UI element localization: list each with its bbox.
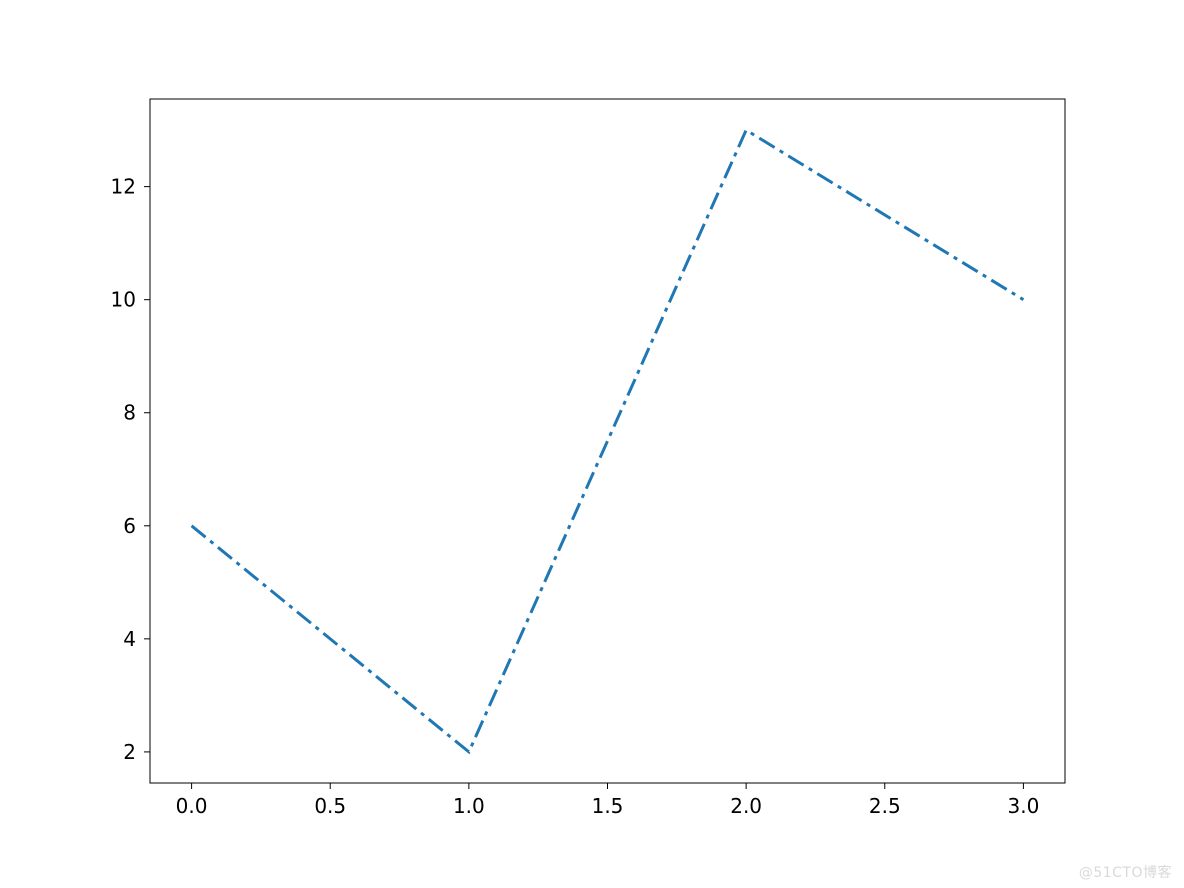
y-tick-label: 2 bbox=[123, 740, 136, 764]
x-tick-label: 2.0 bbox=[730, 794, 762, 818]
x-tick-label: 0.0 bbox=[176, 794, 208, 818]
line-chart: 0.0 0.5 1.0 1.5 2.0 2.5 3.0 2 4 6 8 10 12 bbox=[0, 0, 1184, 888]
line-series-1 bbox=[192, 130, 1024, 752]
y-tick-label: 12 bbox=[111, 175, 136, 199]
y-tick-label: 8 bbox=[123, 401, 136, 425]
x-tick-label: 2.5 bbox=[869, 794, 901, 818]
watermark: @51CTO博客 bbox=[1079, 862, 1172, 882]
x-axis: 0.0 0.5 1.0 1.5 2.0 2.5 3.0 bbox=[176, 783, 1040, 818]
y-axis: 2 4 6 8 10 12 bbox=[111, 175, 150, 764]
x-tick-label: 1.5 bbox=[592, 794, 624, 818]
y-tick-label: 6 bbox=[123, 514, 136, 538]
x-tick-label: 0.5 bbox=[314, 794, 346, 818]
x-tick-label: 3.0 bbox=[1008, 794, 1040, 818]
y-tick-label: 10 bbox=[111, 288, 136, 312]
plot-border bbox=[150, 99, 1065, 783]
x-tick-label: 1.0 bbox=[453, 794, 485, 818]
y-tick-label: 4 bbox=[123, 627, 136, 651]
